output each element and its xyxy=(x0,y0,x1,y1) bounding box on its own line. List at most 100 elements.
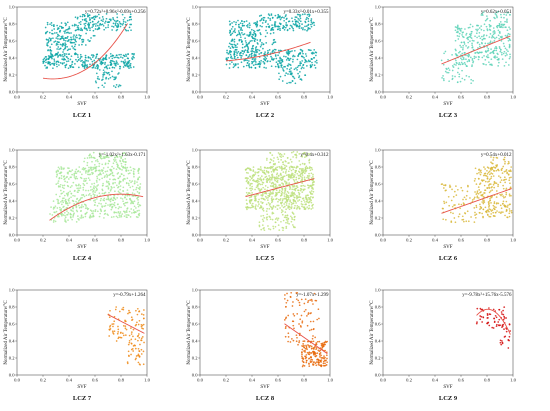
data-point xyxy=(130,342,133,345)
data-point xyxy=(473,57,476,60)
data-point xyxy=(272,225,274,228)
data-point xyxy=(497,202,500,205)
data-point xyxy=(277,65,280,68)
data-point xyxy=(503,50,506,53)
data-point xyxy=(284,191,286,194)
data-point xyxy=(276,25,278,28)
data-point xyxy=(110,216,113,218)
data-point xyxy=(260,188,263,190)
data-point xyxy=(310,298,313,301)
data-point xyxy=(70,55,73,58)
data-point xyxy=(295,67,297,69)
data-point xyxy=(64,214,66,217)
data-point xyxy=(306,13,309,16)
data-point xyxy=(88,156,91,159)
data-point xyxy=(471,39,474,42)
data-point xyxy=(65,64,67,67)
data-point xyxy=(495,14,498,16)
data-point xyxy=(307,24,309,26)
data-point xyxy=(287,175,290,177)
data-point xyxy=(105,26,107,29)
data-point xyxy=(127,350,130,353)
data-point xyxy=(97,169,100,172)
data-point xyxy=(106,67,109,70)
data-point xyxy=(79,184,82,187)
data-point xyxy=(300,298,303,301)
data-point xyxy=(265,170,268,172)
data-point xyxy=(293,68,296,71)
data-point xyxy=(285,301,288,304)
data-point xyxy=(262,227,265,230)
data-point xyxy=(479,307,482,310)
data-point xyxy=(287,336,290,338)
data-point xyxy=(85,189,87,192)
data-point xyxy=(278,189,281,192)
data-point xyxy=(482,200,485,203)
data-point xyxy=(251,202,254,205)
data-point xyxy=(492,175,495,177)
data-point xyxy=(493,32,496,35)
data-point xyxy=(324,362,326,365)
x-tick-label: 0.8 xyxy=(118,95,124,100)
data-point xyxy=(245,168,248,170)
data-point xyxy=(292,313,295,315)
data-point xyxy=(297,21,300,24)
data-point xyxy=(96,21,99,24)
data-point xyxy=(271,51,273,53)
data-point xyxy=(82,65,84,67)
data-point xyxy=(316,352,319,354)
data-point xyxy=(123,152,126,154)
data-point xyxy=(53,41,55,43)
data-point xyxy=(298,341,300,344)
data-point xyxy=(289,188,291,190)
data-point xyxy=(87,177,90,179)
data-point xyxy=(507,338,510,341)
data-point xyxy=(296,180,299,183)
data-point xyxy=(115,161,118,164)
data-point xyxy=(238,39,241,42)
data-point xyxy=(310,328,313,331)
data-point xyxy=(472,79,474,82)
data-point xyxy=(455,59,457,62)
data-point xyxy=(316,358,318,361)
data-point xyxy=(492,36,495,39)
data-point xyxy=(507,204,509,207)
data-point xyxy=(113,194,116,197)
x-tick-label: 0.4 xyxy=(66,95,72,100)
data-point xyxy=(75,172,78,175)
data-point xyxy=(294,22,297,25)
data-point xyxy=(251,204,253,207)
data-point xyxy=(315,361,318,363)
data-point xyxy=(457,31,459,34)
data-point xyxy=(88,193,91,195)
data-point xyxy=(258,60,261,63)
data-point xyxy=(119,67,121,70)
data-point xyxy=(480,35,483,38)
data-point xyxy=(319,356,321,358)
y-tick-label: 1.0 xyxy=(375,5,381,10)
y-tick-label: 0.4 xyxy=(192,339,198,344)
data-point xyxy=(91,16,93,19)
data-point xyxy=(98,202,100,205)
data-point xyxy=(495,182,498,185)
data-point xyxy=(124,210,126,213)
data-point xyxy=(89,214,92,217)
data-point xyxy=(277,217,280,220)
data-point xyxy=(312,335,314,337)
data-point xyxy=(118,180,121,183)
data-point xyxy=(249,24,251,27)
data-point xyxy=(63,194,66,197)
data-point xyxy=(259,33,262,36)
data-point xyxy=(502,211,504,213)
data-point xyxy=(55,37,58,39)
data-point xyxy=(132,189,135,191)
data-point xyxy=(285,165,288,167)
data-point xyxy=(500,211,503,213)
data-point xyxy=(259,166,262,168)
data-point xyxy=(70,192,73,195)
data-point xyxy=(256,63,258,66)
data-point xyxy=(291,320,294,323)
x-tick-label: 0.8 xyxy=(484,95,490,100)
data-point xyxy=(120,56,122,58)
